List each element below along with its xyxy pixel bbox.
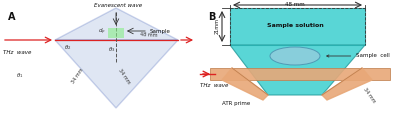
- Text: $\theta_1$: $\theta_1$: [16, 72, 24, 80]
- Text: $\theta_2$: $\theta_2$: [64, 44, 72, 52]
- Ellipse shape: [270, 47, 320, 65]
- Text: 21mm: 21mm: [215, 18, 220, 35]
- Text: ATR prime: ATR prime: [222, 102, 250, 107]
- Polygon shape: [230, 8, 365, 45]
- Text: 48 mm: 48 mm: [140, 32, 158, 38]
- Text: 34 mm: 34 mm: [362, 86, 376, 104]
- Text: A: A: [8, 12, 16, 22]
- Text: $\theta_3$: $\theta_3$: [108, 46, 116, 55]
- Text: Sample solution: Sample solution: [267, 23, 323, 28]
- Text: 48 mm: 48 mm: [285, 2, 305, 7]
- Polygon shape: [322, 68, 372, 100]
- Text: 34 mm: 34 mm: [70, 67, 84, 85]
- Text: THz  wave: THz wave: [3, 50, 31, 55]
- Text: B: B: [208, 12, 215, 22]
- Text: THz  wave: THz wave: [200, 83, 228, 88]
- Polygon shape: [55, 40, 178, 108]
- Polygon shape: [222, 68, 268, 100]
- Text: $d_p$: $d_p$: [98, 27, 106, 37]
- Polygon shape: [55, 8, 178, 40]
- Text: Sample  cell: Sample cell: [327, 54, 390, 59]
- Polygon shape: [230, 45, 365, 95]
- Text: 34 mm: 34 mm: [117, 67, 131, 85]
- Text: Evanescent wave: Evanescent wave: [94, 3, 142, 8]
- FancyBboxPatch shape: [108, 28, 124, 38]
- Polygon shape: [210, 68, 390, 80]
- Text: Sample: Sample: [150, 28, 171, 34]
